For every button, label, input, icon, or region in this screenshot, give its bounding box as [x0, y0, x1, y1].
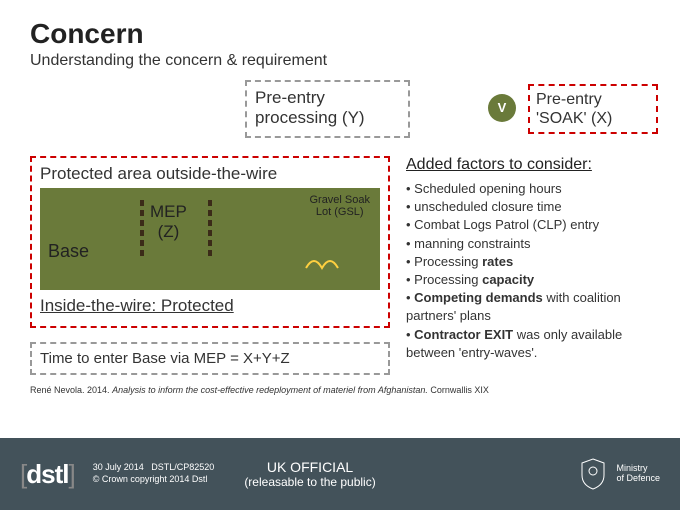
- footer-ref: DSTL/CP82520: [151, 462, 214, 472]
- protected-area-box: Protected area outside-the-wire Base MEP…: [30, 156, 390, 328]
- list-item: manning constraints: [406, 235, 650, 253]
- list-item: unscheduled closure time: [406, 198, 650, 216]
- pre-x-line1: Pre-entry: [536, 91, 602, 108]
- protected-area-title: Protected area outside-the-wire: [40, 164, 380, 184]
- v-node: V: [488, 94, 516, 122]
- crest-icon: [578, 457, 608, 491]
- factor-exit-bold: Contractor EXIT: [414, 327, 513, 342]
- footer-class1: UK OFFICIAL: [244, 459, 375, 475]
- mod-logo: Ministry of Defence: [578, 457, 660, 491]
- mep-line2: (Z): [150, 222, 187, 242]
- citation-title: Analysis to inform the cost-effective re…: [112, 385, 428, 395]
- list-item: Processing capacity: [406, 271, 650, 289]
- top-boxes: Pre-entry processing (Y) V Pre-entry 'SO…: [30, 80, 650, 150]
- dstl-logo: [dstl]: [20, 459, 75, 490]
- footer-classification: UK OFFICIAL (releasable to the public): [244, 459, 375, 489]
- list-item: Combat Logs Patrol (CLP) entry: [406, 216, 650, 234]
- footer-date: 30 July 2014: [93, 462, 144, 472]
- pre-x-line2: 'SOAK' (X): [536, 110, 612, 127]
- citation-author: René Nevola. 2014.: [30, 385, 112, 395]
- citation: René Nevola. 2014. Analysis to inform th…: [30, 385, 680, 395]
- inside-wire-text: Inside-the-wire: Protected: [40, 296, 380, 316]
- green-area: Base MEP (Z) Gravel Soak Lot (GSL): [40, 188, 380, 290]
- base-label: Base: [48, 241, 89, 262]
- pre-entry-soak-box: Pre-entry 'SOAK' (X): [528, 84, 658, 134]
- separator-right: [208, 200, 212, 260]
- pre-y-line2: processing (Y): [255, 108, 365, 127]
- citation-venue: Cornwallis XIX: [428, 385, 489, 395]
- slide-title: Concern: [30, 18, 650, 50]
- factor-rates-pre: Processing: [414, 254, 482, 269]
- list-item: Scheduled opening hours: [406, 180, 650, 198]
- footer-meta: 30 July 2014 DSTL/CP82520 © Crown copyri…: [93, 462, 215, 485]
- time-formula-box: Time to enter Base via MEP = X+Y+Z: [30, 342, 390, 375]
- mep-line1: MEP: [150, 202, 187, 222]
- separator-left: [140, 200, 144, 260]
- list-item: Contractor EXIT was only available betwe…: [406, 326, 650, 362]
- list-item: Processing rates: [406, 253, 650, 271]
- gsl-box: Gravel Soak Lot (GSL): [309, 194, 370, 218]
- factors-title: Added factors to consider:: [406, 156, 650, 174]
- agility-icon: [302, 252, 344, 272]
- dstl-logo-text: dstl: [26, 459, 68, 489]
- pre-y-line1: Pre-entry: [255, 88, 325, 107]
- gsl-line1: Gravel Soak: [309, 194, 370, 206]
- pre-entry-processing-box: Pre-entry processing (Y): [245, 80, 410, 138]
- factor-cap-bold: capacity: [482, 272, 534, 287]
- factor-compete-bold: Competing demands: [414, 290, 543, 305]
- factor-rates-bold: rates: [482, 254, 513, 269]
- factors-list: Scheduled opening hours unscheduled clos…: [406, 180, 650, 362]
- footer-copyright: © Crown copyright 2014 Dstl: [93, 474, 215, 486]
- list-item: Competing demands with coalition partner…: [406, 289, 650, 325]
- footer-bar: [dstl] 30 July 2014 DSTL/CP82520 © Crown…: [0, 438, 680, 510]
- mep-box: MEP (Z): [150, 202, 187, 242]
- slide-subtitle: Understanding the concern & requirement: [30, 52, 650, 70]
- factor-cap-pre: Processing: [414, 272, 482, 287]
- footer-class2: (releasable to the public): [244, 475, 375, 489]
- mod-line2: of Defence: [616, 474, 660, 484]
- gsl-line2: Lot (GSL): [316, 206, 364, 218]
